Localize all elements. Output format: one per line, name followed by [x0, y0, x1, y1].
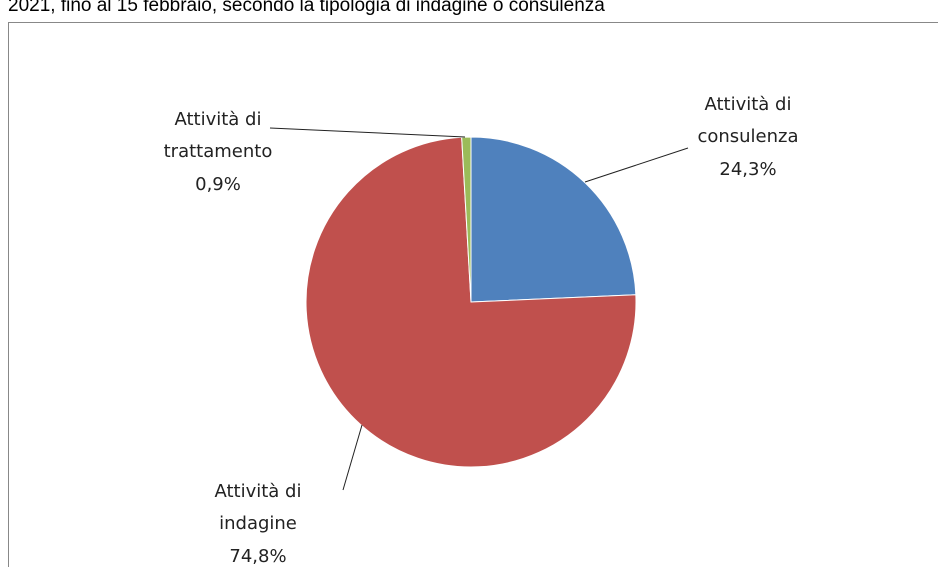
value-label: 24,3%: [719, 159, 776, 180]
slice-label: Attività di consulenza: [697, 94, 798, 147]
slice-label: Attività di trattamento: [164, 109, 273, 162]
value-label: 74,8%: [229, 546, 286, 567]
label-line: indagine: [219, 513, 297, 534]
label-line: Attività di: [704, 94, 791, 115]
chart-title: 2021, fino al 15 febbraio, secondo la ti…: [8, 0, 605, 16]
slice-label: Attività di indagine: [214, 481, 301, 534]
leader-line: [342, 424, 363, 491]
value-label: 0,9%: [195, 174, 241, 195]
pie-slice: [470, 136, 637, 303]
leader-line: [584, 147, 689, 183]
label-line: trattamento: [164, 141, 273, 162]
pie-slice: [305, 136, 637, 468]
leader-line: [269, 127, 466, 138]
label-line: consulenza: [697, 126, 798, 147]
label-line: Attività di: [174, 109, 261, 130]
label-line: Attività di: [214, 481, 301, 502]
